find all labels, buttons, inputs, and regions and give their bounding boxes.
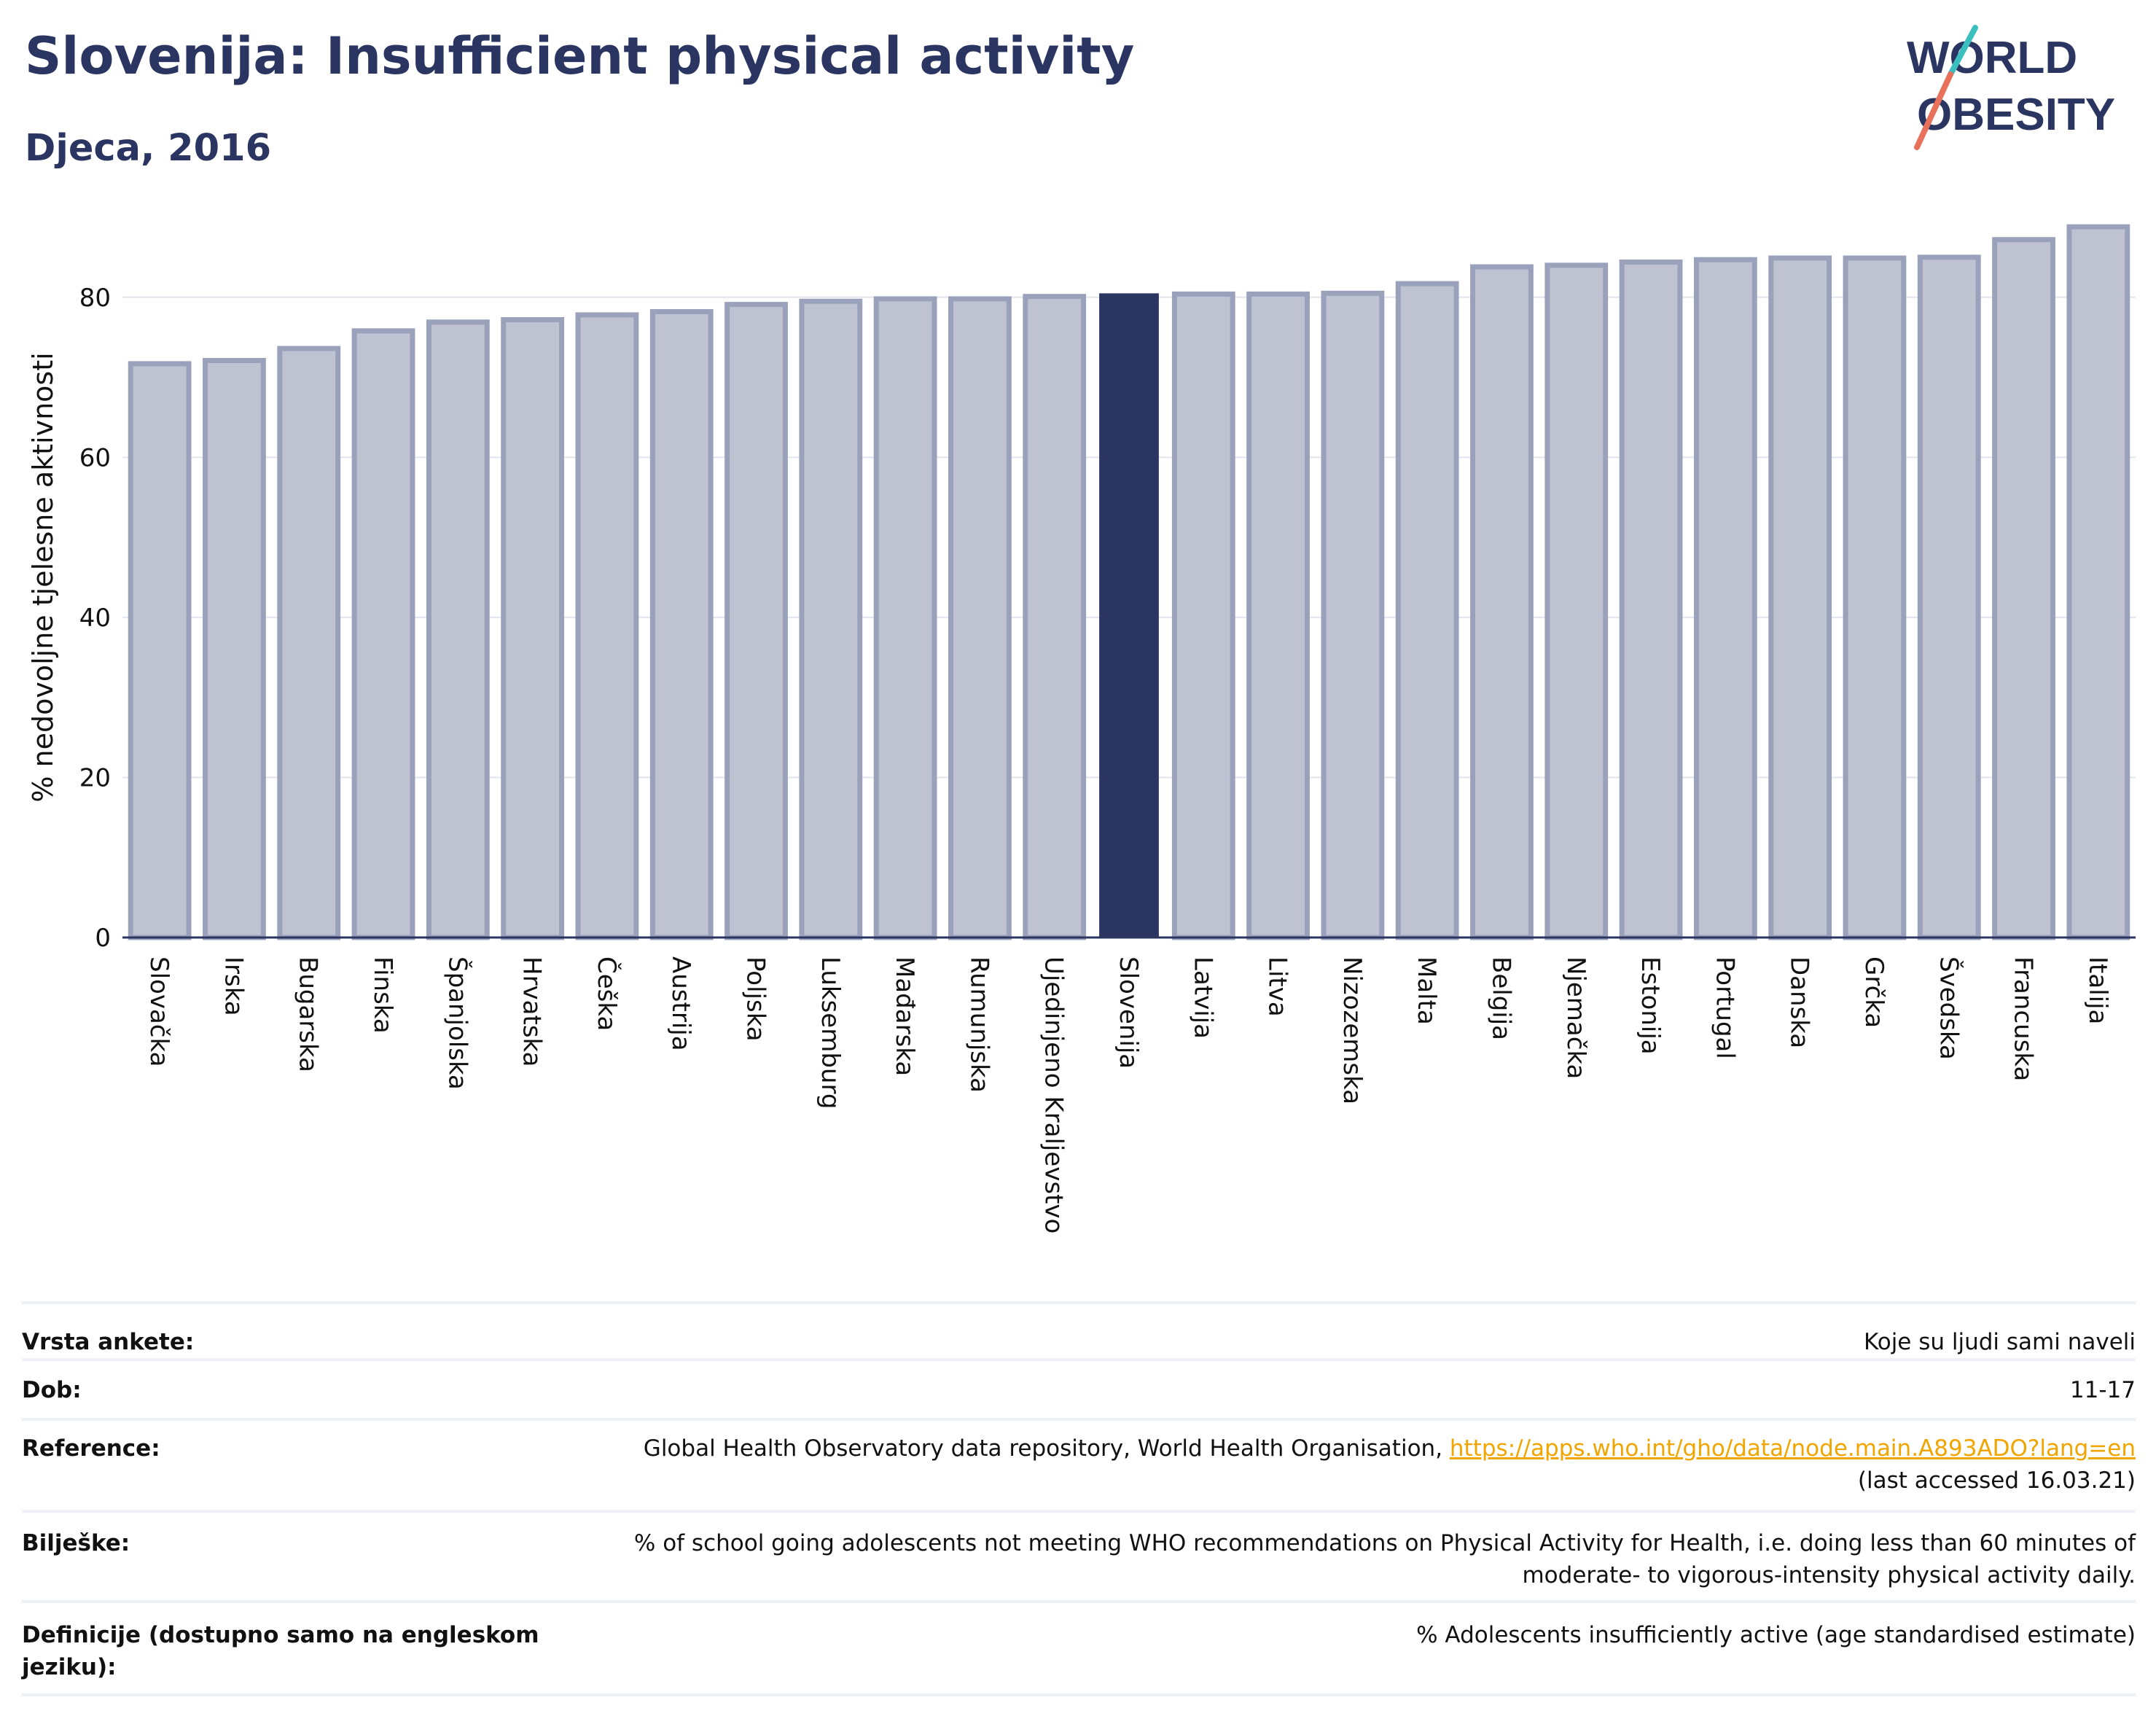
x-tick-label: Rumunjska bbox=[964, 956, 993, 1093]
x-tick-label: Litva bbox=[1263, 956, 1292, 1017]
notes-line-1: % of school going adolescents not meetin… bbox=[633, 1530, 2136, 1556]
svg-text:WORLD: WORLD bbox=[1907, 33, 2077, 83]
bar bbox=[501, 317, 565, 940]
info-row-definitions: Definicije (dostupno samo na engleskom j… bbox=[22, 1600, 2136, 1696]
x-tick-label: Mađarska bbox=[890, 956, 919, 1076]
x-tick-label: Luksemburg bbox=[816, 956, 845, 1109]
x-tick-label: Finska bbox=[368, 956, 397, 1034]
x-tick-label: Slovačka bbox=[144, 956, 173, 1067]
bar bbox=[351, 328, 415, 940]
x-tick-label: Švedska bbox=[1934, 956, 1964, 1060]
x-tick-label: Portugal bbox=[1710, 956, 1739, 1059]
info-value: Koje su ljudi sami naveli bbox=[1863, 1329, 2136, 1355]
bar bbox=[1992, 237, 2055, 940]
x-tick-label: Slovenija bbox=[1114, 956, 1143, 1069]
y-tick-label: 40 bbox=[79, 604, 111, 633]
x-tick-label: Nizozemska bbox=[1337, 956, 1367, 1104]
info-label: Bilješke: bbox=[22, 1530, 130, 1556]
x-tick-label: Španjolska bbox=[442, 956, 472, 1090]
bar bbox=[203, 358, 266, 940]
info-label: Definicije (dostupno samo na engleskom j… bbox=[22, 1622, 539, 1680]
bar bbox=[128, 361, 192, 940]
bar bbox=[1395, 281, 1459, 940]
bar bbox=[575, 312, 639, 940]
bar bbox=[1023, 294, 1087, 940]
info-row-age: Dob: 11-17 bbox=[22, 1358, 2136, 1418]
x-tick-label: Grčka bbox=[1859, 956, 1889, 1028]
bar bbox=[1321, 290, 1385, 940]
bar bbox=[277, 346, 341, 940]
x-tick-label: Danska bbox=[1785, 956, 1814, 1048]
y-tick-label: 60 bbox=[79, 443, 111, 472]
y-tick-label: 80 bbox=[79, 284, 111, 313]
page-subtitle: Djeca, 2016 bbox=[25, 127, 272, 170]
bar bbox=[724, 302, 788, 940]
x-tick-label: Poljska bbox=[741, 956, 770, 1042]
bar bbox=[873, 296, 937, 940]
bar bbox=[1917, 254, 1981, 940]
x-tick-label: Hrvatska bbox=[517, 956, 547, 1067]
x-tick-label: Francuska bbox=[2009, 956, 2038, 1081]
svg-text:OBESITY: OBESITY bbox=[1917, 90, 2115, 140]
x-tick-label: Bugarska bbox=[294, 956, 323, 1072]
info-value: % Adolescents insufficiently active (age… bbox=[1416, 1622, 2136, 1648]
bar-chart: 0 20 40 60 80 % nedovoljne tjelesne aktivnost… bbox=[27, 224, 2136, 1233]
y-tick-label: 20 bbox=[79, 763, 111, 792]
notes-line-2: moderate- to vigorous-intensity physical… bbox=[1522, 1562, 2136, 1588]
x-tick-label: Austrija bbox=[666, 956, 695, 1051]
info-table: Vrsta ankete: Koje su ljudi sami naveli … bbox=[22, 1301, 2136, 1696]
x-tick-label: Belgija bbox=[1486, 956, 1515, 1040]
info-label: Reference: bbox=[22, 1435, 160, 1462]
bar bbox=[1619, 259, 1683, 940]
info-row-reference: Reference: Global Health Observatory dat… bbox=[22, 1418, 2136, 1510]
bar-highlight bbox=[1099, 293, 1159, 939]
bar bbox=[799, 298, 863, 940]
world-obesity-logo: WORLD OBESITY bbox=[1907, 25, 2115, 150]
x-tick-label: Estonija bbox=[1636, 956, 1665, 1055]
x-tick-label: Latvija bbox=[1188, 956, 1217, 1039]
bar bbox=[649, 309, 714, 940]
bar bbox=[1171, 291, 1235, 940]
info-value: 11-17 bbox=[2069, 1377, 2136, 1403]
reference-link[interactable]: https://apps.who.int/gho/data/node.main.… bbox=[1449, 1435, 2136, 1462]
bar bbox=[1470, 264, 1534, 940]
x-tick-label: Ujedinjeno Kraljevstvo bbox=[1039, 956, 1069, 1233]
y-axis-label: % nedovoljne tjelesne aktivnosti bbox=[27, 352, 59, 802]
bar bbox=[1768, 255, 1832, 940]
bar bbox=[948, 296, 1012, 940]
reference-text: Global Health Observatory data repositor… bbox=[643, 1435, 1443, 1462]
x-tick-label: Irska bbox=[219, 956, 248, 1016]
bar bbox=[1693, 257, 1757, 940]
info-row-notes: Bilješke: % of school going adolescents … bbox=[22, 1510, 2136, 1600]
x-tick-label: Njemačka bbox=[1561, 956, 1590, 1079]
bar bbox=[426, 319, 490, 940]
info-label: Dob: bbox=[22, 1377, 82, 1403]
x-tick-label: Italija bbox=[2083, 956, 2112, 1024]
bar bbox=[1544, 262, 1609, 940]
info-label: Vrsta ankete: bbox=[22, 1329, 195, 1355]
bar bbox=[2066, 224, 2130, 940]
x-tick-label: Češka bbox=[592, 956, 622, 1031]
info-value: % of school going adolescents not meetin… bbox=[561, 1527, 2136, 1591]
y-tick-label: 0 bbox=[95, 924, 111, 953]
info-value: Global Health Observatory data repositor… bbox=[561, 1432, 2136, 1497]
bar bbox=[1246, 291, 1310, 940]
info-row-survey-type: Vrsta ankete: Koje su ljudi sami naveli bbox=[22, 1301, 2136, 1358]
x-tick-label: Malta bbox=[1412, 956, 1441, 1025]
page-title: Slovenija: Insufficient physical activit… bbox=[25, 26, 1135, 86]
bar bbox=[1843, 255, 1907, 940]
reference-accessed: (last accessed 16.03.21) bbox=[1857, 1467, 2136, 1494]
